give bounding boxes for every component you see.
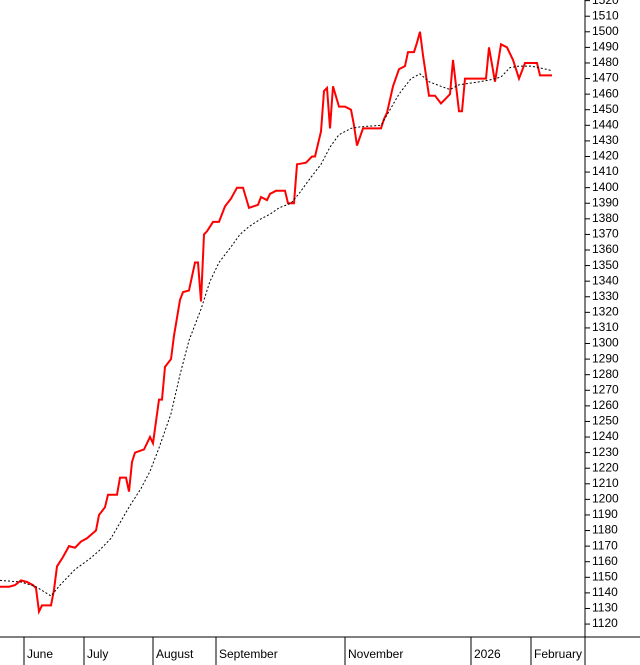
y-tick-label: 1520 bbox=[592, 0, 619, 7]
y-tick-label: 1260 bbox=[592, 398, 619, 412]
y-tick-label: 1370 bbox=[592, 227, 619, 241]
x-tick-label: June bbox=[27, 647, 53, 661]
y-tick-label: 1400 bbox=[592, 180, 619, 194]
y-tick-label: 1280 bbox=[592, 367, 619, 381]
y-tick-label: 1360 bbox=[592, 242, 619, 256]
y-tick-label: 1230 bbox=[592, 445, 619, 459]
y-tick-label: 1150 bbox=[592, 569, 618, 583]
y-tick-label: 1440 bbox=[592, 117, 619, 131]
y-tick-label: 1420 bbox=[592, 149, 619, 163]
y-tick-label: 1330 bbox=[592, 289, 619, 303]
y-tick-label: 1390 bbox=[592, 195, 619, 209]
y-tick-label: 1210 bbox=[592, 476, 619, 490]
y-tick-label: 1200 bbox=[592, 492, 619, 506]
y-tick-label: 1190 bbox=[592, 507, 618, 521]
y-tick-label: 1310 bbox=[592, 320, 619, 334]
x-tick-label: August bbox=[156, 647, 194, 661]
series-line bbox=[0, 65, 553, 597]
y-tick-label: 1160 bbox=[592, 554, 618, 568]
y-tick-label: 1500 bbox=[592, 24, 619, 38]
y-tick-label: 1350 bbox=[592, 258, 619, 272]
x-tick-label: February bbox=[534, 647, 582, 661]
y-tick-label: 1300 bbox=[592, 336, 619, 350]
y-tick-label: 1510 bbox=[592, 8, 619, 22]
y-tick-label: 1410 bbox=[592, 164, 619, 178]
y-tick-label: 1480 bbox=[592, 55, 619, 69]
y-tick-label: 1180 bbox=[592, 523, 618, 537]
series-line bbox=[0, 31, 552, 616]
y-tick-label: 1120 bbox=[592, 616, 618, 630]
y-tick-label: 1130 bbox=[592, 601, 618, 615]
y-tick-label: 1340 bbox=[592, 273, 619, 287]
x-tick-label: 2026 bbox=[474, 647, 501, 661]
y-tick-label: 1490 bbox=[592, 40, 619, 54]
y-tick-label: 1460 bbox=[592, 86, 619, 100]
y-tick-label: 1140 bbox=[592, 585, 618, 599]
y-tick-label: 1270 bbox=[592, 382, 619, 396]
y-tick-label: 1380 bbox=[592, 211, 619, 225]
y-tick-label: 1320 bbox=[592, 305, 619, 319]
y-tick-label: 1290 bbox=[592, 351, 619, 365]
x-tick-label: July bbox=[87, 647, 108, 661]
y-tick-label: 1240 bbox=[592, 429, 619, 443]
x-tick-label: September bbox=[219, 647, 278, 661]
y-tick-label: 1450 bbox=[592, 102, 619, 116]
y-tick-label: 1250 bbox=[592, 414, 619, 428]
y-tick-label: 1470 bbox=[592, 71, 619, 85]
y-tick-label: 1430 bbox=[592, 133, 619, 147]
x-tick-label: November bbox=[348, 647, 403, 661]
y-tick-label: 1170 bbox=[592, 538, 618, 552]
y-tick-label: 1220 bbox=[592, 460, 619, 474]
